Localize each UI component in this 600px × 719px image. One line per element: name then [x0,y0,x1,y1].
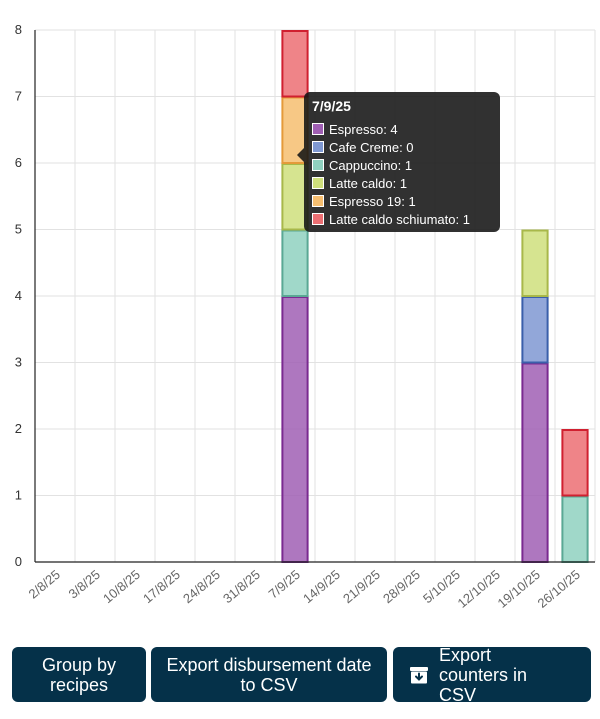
x-tick-label: 14/9/25 [300,567,343,606]
tooltip-row-label: Latte caldo schiumato: 1 [329,211,470,227]
bar-segment [521,296,549,364]
tooltip-row-label: Cappuccino: 1 [329,157,413,173]
tooltip-title: 7/9/25 [312,98,351,114]
bar-segment [281,296,309,563]
tooltip-row: Latte caldo: 1 [312,175,407,191]
tooltip-row: Cafe Creme: 0 [312,139,414,155]
stacked-bar-chart: 0 1 2 3 4 5 6 7 8 2/8/25 3/8/2510/8/2517/8/2524/8… [15,22,596,611]
y-tick-label: 2 [15,421,22,436]
button-label: Export counters in CSV [439,644,528,705]
bar-segment [521,362,549,563]
y-tick-label: 7 [15,89,22,104]
export-date-csv-button[interactable]: Export disbursement date to CSV [151,647,387,702]
tooltip-row-label: Espresso: 4 [329,121,398,137]
tooltip-row-label: Latte caldo: 1 [329,175,408,191]
export-counters-csv-button[interactable]: Export counters in CSV [393,644,591,705]
legend-swatch [312,213,324,225]
bar-segment [281,163,309,231]
y-tick-label: 1 [15,488,22,503]
y-tick-label: 4 [15,288,22,303]
tooltip-row: Latte caldo schiumato: 1 [312,211,470,227]
button-label: Group by recipes [41,654,117,695]
x-tick-label: 21/9/25 [340,567,383,606]
bar-segment [281,229,309,297]
legend-swatch [312,141,324,153]
x-tick-label: 26/10/25 [535,567,583,611]
y-tick-label: 6 [15,155,22,170]
bar-segment [561,495,589,563]
x-tick-label: 19/10/25 [495,567,543,611]
y-tick-label: 8 [15,22,22,37]
legend-swatch [312,195,324,207]
tooltip-row: Espresso: 4 [312,121,398,137]
y-tick-label: 0 [15,554,22,569]
x-tick-label: 17/8/25 [140,567,183,606]
y-tick-label: 3 [15,355,22,370]
y-tick-label: 5 [15,222,22,237]
chart-tooltip: 7/9/25 Espresso: 4 Cafe Creme: 0 Cappucc… [297,92,500,232]
bar-segment [561,429,589,497]
x-tick-label: 24/8/25 [180,567,223,606]
tooltip-row: Espresso 19: 1 [312,193,416,209]
group-by-recipes-button[interactable]: Group by recipes [12,647,146,702]
x-tick-label: 2/8/25 [26,567,63,602]
x-tick-label: 12/10/25 [455,567,503,611]
y-axis-ticks: 0 1 2 3 4 5 6 7 8 [15,22,22,569]
x-tick-label: 31/8/25 [220,567,263,606]
bar-segment [521,229,549,297]
legend-swatch [312,159,324,171]
tooltip-row-label: Cafe Creme: 0 [329,139,414,155]
bar-segment [281,30,309,98]
chart-axes [34,30,595,563]
x-tick-label: 10/8/25 [100,567,143,606]
archive-download-icon [409,665,429,685]
chart-grid [35,29,596,563]
tooltip-row: Cappuccino: 1 [312,157,412,173]
tooltip-row-label: Espresso 19: 1 [329,193,416,209]
x-axis-ticks: 2/8/25 3/8/2510/8/2517/8/2524/8/2531/8/25… [26,567,583,611]
legend-swatch [312,177,324,189]
button-label: Export disbursement date to CSV [166,654,372,695]
x-tick-label: 28/9/25 [380,567,423,606]
x-tick-label: 3/8/25 [66,567,103,602]
x-tick-label: 7/9/25 [266,567,303,602]
legend-swatch [312,123,324,135]
